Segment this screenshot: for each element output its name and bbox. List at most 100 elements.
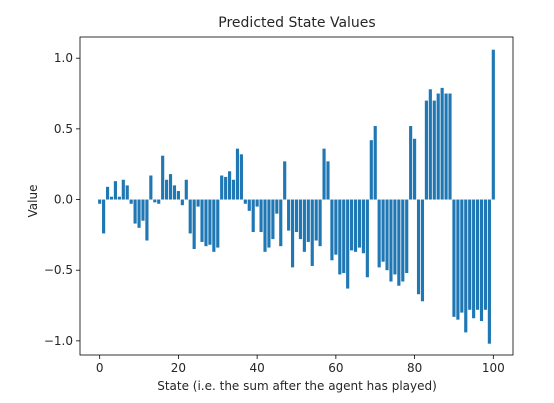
y-tick-label: −0.5 [44,263,73,277]
bar [117,196,121,200]
bar [444,93,448,200]
bar [420,199,425,302]
bar [251,199,255,233]
y-tick-label: −1.0 [44,334,73,348]
bar [109,196,114,200]
bar [239,154,243,200]
bar [468,199,472,310]
bar [259,199,263,233]
y-axis-label: Value [26,185,40,218]
plot-frame [79,36,514,356]
bar [342,199,346,274]
chart-title: Predicted State Values [218,15,375,31]
x-tick-label: 100 [482,361,505,375]
bar [353,199,358,252]
y-tick-label: 1.0 [54,51,73,65]
bar [381,199,385,262]
bar [137,199,141,228]
bar [298,199,303,240]
bar [161,155,165,200]
bar [255,199,259,207]
bar [409,126,413,200]
bar [247,199,251,211]
bar [212,199,216,252]
bar [153,199,157,203]
bar [377,199,381,268]
bar [369,140,373,200]
bar [157,199,161,204]
bar [168,174,173,200]
bar [314,199,318,241]
bar [401,199,405,282]
bar [460,199,464,313]
y-axis-ticks: −1.0 −0.5 0.0 0.5 1.0 [44,51,80,348]
bar [188,199,192,234]
bar [483,199,488,310]
bar [487,199,491,344]
bar [290,199,295,268]
bar [365,199,369,278]
bar [204,199,208,247]
bar [133,199,137,224]
x-axis-ticks: 0 20 40 60 80 100 [96,355,505,375]
bar [224,176,228,200]
bar [428,89,432,200]
bar [235,148,240,200]
y-tick-label: 0.5 [54,122,73,136]
bar [338,199,342,275]
bar [393,199,397,275]
x-tick-label: 20 [171,361,186,375]
bar [464,199,468,333]
bar [196,199,200,207]
bar [267,199,271,248]
bar [385,199,389,271]
bar [476,199,480,310]
bar [440,87,444,200]
x-tick-label: 60 [328,361,343,375]
bar [98,199,102,204]
bar [283,161,287,200]
bar [491,49,495,200]
bar [322,148,326,200]
bar [389,199,393,282]
bar [424,100,428,200]
bar [208,199,212,245]
bar [334,199,338,255]
bar [165,179,169,200]
bar [243,199,247,204]
bar [145,199,149,241]
bar [149,175,153,200]
bar [432,100,436,200]
bar [302,199,306,252]
bar [184,179,188,200]
bar [397,199,401,286]
bar [373,126,377,200]
bar [279,199,283,247]
bar [216,199,220,248]
bar [263,199,267,252]
bar [436,93,440,200]
bar [413,138,417,200]
bar [228,171,232,200]
bar [456,199,460,320]
bar [448,93,452,200]
x-tick-label: 0 [96,361,104,375]
bar [192,199,196,249]
bar [271,199,275,240]
x-tick-label: 80 [407,361,422,375]
bar [141,199,145,221]
bar [121,179,125,200]
bar [416,199,421,295]
bar [105,186,110,200]
bar [220,175,224,200]
bar [287,199,291,231]
bar [452,199,456,317]
bar [200,199,204,242]
bar [176,191,180,200]
bar [231,179,236,200]
bar [172,185,177,200]
bar [405,199,409,274]
bar [346,199,350,289]
x-axis-label: State (i.e. the sum after the agent has … [157,379,437,393]
bar [125,185,129,200]
